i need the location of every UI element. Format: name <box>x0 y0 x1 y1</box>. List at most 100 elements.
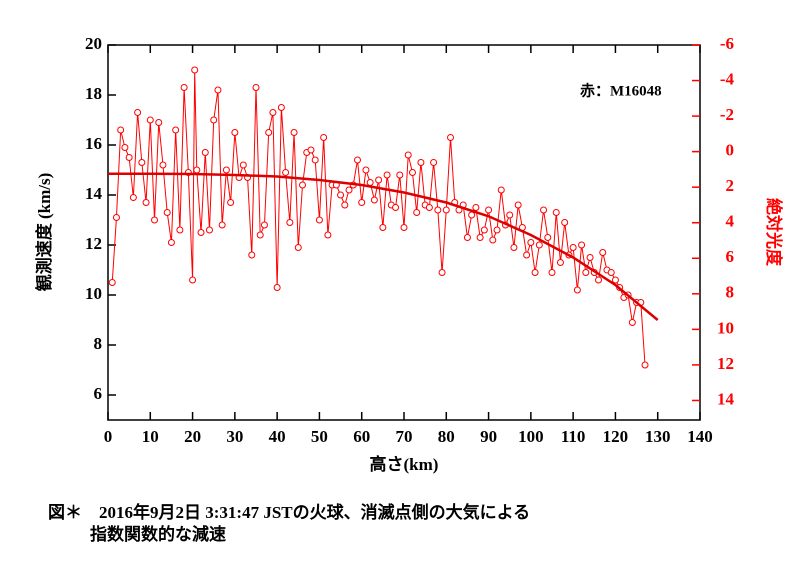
data-point <box>311 156 319 164</box>
data-point <box>227 199 235 206</box>
data-point <box>193 166 201 174</box>
caption-line: 指数関数的な減速 <box>90 524 226 544</box>
data-point <box>493 226 501 234</box>
x-tick-label: 120 <box>603 427 629 446</box>
data-point <box>239 161 247 169</box>
data-point <box>218 221 226 229</box>
data-point <box>607 269 615 276</box>
data-point <box>307 146 315 154</box>
data-point <box>510 244 518 251</box>
x-tick-label: 100 <box>518 427 544 446</box>
data-point <box>358 199 366 206</box>
data-point <box>489 236 497 244</box>
data-point <box>400 224 408 231</box>
data-point <box>434 206 442 214</box>
data-point <box>573 286 581 294</box>
data-point <box>442 206 450 214</box>
data-point <box>269 109 277 116</box>
data-point <box>463 234 471 241</box>
data-point <box>180 84 188 91</box>
x-tick-label: 10 <box>142 427 159 446</box>
data-point <box>341 201 349 209</box>
y2-tick-label: 2 <box>726 176 735 195</box>
data-point <box>353 156 361 164</box>
x-tick-label: 110 <box>561 427 586 446</box>
data-point <box>392 204 400 211</box>
x-axis-label: 高さ(km) <box>370 454 439 474</box>
data-point <box>438 269 446 276</box>
data-point <box>231 129 239 136</box>
data-point <box>379 224 387 231</box>
x-tick-label: 20 <box>184 427 201 446</box>
data-point <box>286 219 294 226</box>
data-point <box>108 279 116 286</box>
data-point <box>146 116 154 124</box>
data-point <box>252 84 260 91</box>
data-point <box>324 231 332 239</box>
data-point <box>383 171 391 179</box>
data-point <box>476 234 484 241</box>
data-point <box>176 226 184 234</box>
data-point <box>167 239 175 246</box>
x-tick-label: 80 <box>438 427 455 446</box>
data-point <box>514 201 522 209</box>
data-point <box>121 144 129 151</box>
data-point <box>531 269 539 276</box>
data-point <box>447 134 455 141</box>
y2-axis-label: 絶対光度 <box>764 198 784 267</box>
data-point <box>189 276 197 284</box>
x-tick-label: 90 <box>480 427 497 446</box>
x-tick-label: 140 <box>687 427 713 446</box>
plot-frame <box>107 44 701 421</box>
data-point <box>506 211 514 219</box>
data-point <box>155 119 163 126</box>
data-point <box>569 244 577 251</box>
y-tick-label: 18 <box>85 84 102 103</box>
data-point <box>468 211 476 219</box>
y2-tick-label: 10 <box>717 318 734 337</box>
data-point <box>163 209 171 216</box>
y-tick-label: 14 <box>85 184 103 203</box>
data-point <box>117 126 125 134</box>
y-axis-label: 観測速度 (km/s) <box>34 173 54 292</box>
y-tick-label: 10 <box>85 284 102 303</box>
data-point <box>599 249 607 256</box>
x-tick-label: 30 <box>226 427 243 446</box>
data-point <box>628 319 636 326</box>
data-point <box>172 126 180 134</box>
data-point <box>315 216 323 224</box>
data-point <box>265 129 273 136</box>
data-point <box>294 244 302 251</box>
data-point <box>586 254 594 261</box>
data-point <box>256 231 264 239</box>
data-point <box>472 204 480 211</box>
data-point <box>578 241 586 249</box>
y2-tick-label: 14 <box>717 389 735 408</box>
data-point <box>556 259 564 266</box>
x-tick-label: 50 <box>311 427 328 446</box>
data-point <box>595 276 603 284</box>
data-point <box>485 206 493 214</box>
data-point <box>191 66 199 74</box>
series-line <box>108 172 659 321</box>
y-tick-label: 6 <box>94 384 103 403</box>
data-point <box>138 159 146 166</box>
data-point <box>273 284 281 291</box>
data-point <box>197 229 205 236</box>
data-point <box>362 166 370 174</box>
data-point <box>430 159 438 166</box>
y2-tick-label: 0 <box>726 141 735 160</box>
y2-tick-label: -4 <box>720 69 735 88</box>
data-point <box>480 226 488 234</box>
data-point <box>201 149 209 156</box>
data-point <box>611 276 619 284</box>
data-point <box>282 169 290 176</box>
data-point <box>375 176 383 184</box>
data-point <box>404 151 412 159</box>
data-point <box>222 166 230 174</box>
y2-tick-label: 4 <box>726 212 735 231</box>
x-tick-label: 130 <box>645 427 671 446</box>
data-point <box>540 206 548 214</box>
data-point <box>337 191 345 199</box>
